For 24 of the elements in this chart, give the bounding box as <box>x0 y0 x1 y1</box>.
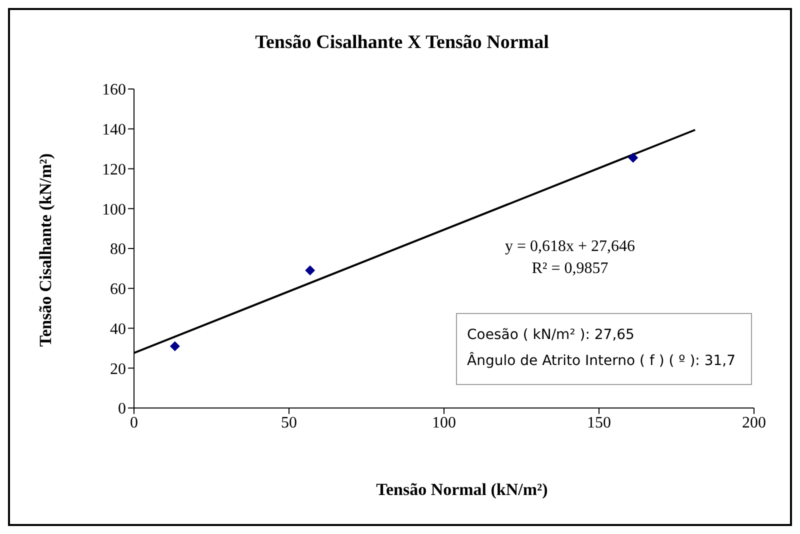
annotation: Coesão ( kN/m² ): 27,65 <box>467 327 634 343</box>
point <box>170 341 180 352</box>
y-tick-label: 120 <box>102 161 126 178</box>
annotation: Ângulo de Atrito Interno ( f ) ( º ): 31,7 <box>467 353 736 369</box>
x-axis-title: Tensão Normal (kN/m²) <box>376 480 548 499</box>
x-tick-label: 150 <box>587 414 611 432</box>
annotation: R² = 0,9857 <box>532 260 608 277</box>
y-tick-label: 80 <box>110 241 126 258</box>
y-axis-title: Tensão Cisalhante (kN/m²) <box>36 153 55 347</box>
x-tick-label: 100 <box>432 414 456 432</box>
annotation: y = 0,618x + 27,646 <box>504 238 636 255</box>
y-tick-label: 140 <box>102 122 126 139</box>
y-tick-label: 160 <box>102 82 126 99</box>
x-tick-label: 50 <box>281 414 297 432</box>
x-tick-label: 0 <box>130 414 138 432</box>
x-tick-label: 200 <box>742 414 766 432</box>
y-tick-label: 60 <box>110 281 126 298</box>
point <box>305 265 316 276</box>
y-tick-label: 20 <box>110 360 126 378</box>
y-tick-label: 40 <box>110 320 126 338</box>
y-tick-label: 0 <box>118 400 126 418</box>
y-tick-label: 100 <box>102 201 126 218</box>
point <box>628 152 638 163</box>
chart-title: Tensão Cisalhante X Tensão Normal <box>255 32 549 53</box>
